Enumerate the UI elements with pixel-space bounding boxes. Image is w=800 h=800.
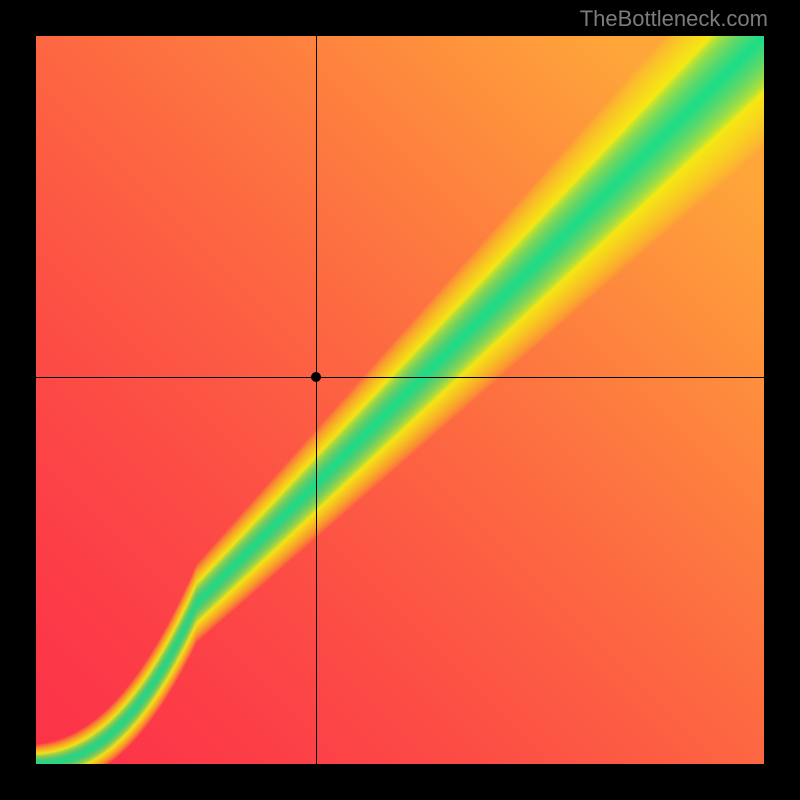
watermark-text: TheBottleneck.com	[580, 6, 768, 32]
crosshair-vertical	[316, 36, 317, 764]
crosshair-horizontal	[36, 377, 764, 378]
crosshair-marker-dot	[311, 372, 321, 382]
heatmap-canvas	[36, 36, 764, 764]
heatmap-plot-area	[36, 36, 764, 764]
